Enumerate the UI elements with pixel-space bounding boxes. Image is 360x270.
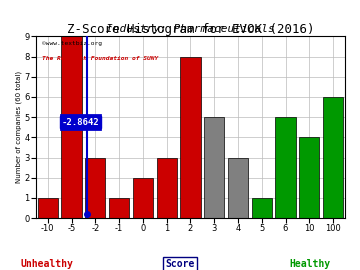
Bar bbox=[38, 198, 58, 218]
Text: Score: Score bbox=[165, 259, 195, 269]
Text: ©www.textbiz.org: ©www.textbiz.org bbox=[42, 41, 102, 46]
Text: Unhealthy: Unhealthy bbox=[21, 259, 73, 269]
Bar bbox=[204, 117, 224, 218]
Bar bbox=[133, 178, 153, 218]
Bar bbox=[228, 157, 248, 218]
Bar bbox=[299, 137, 319, 218]
Text: -2.8642: -2.8642 bbox=[62, 118, 99, 127]
Bar bbox=[323, 97, 343, 218]
Text: The Research Foundation of SUNY: The Research Foundation of SUNY bbox=[42, 56, 158, 61]
Bar bbox=[157, 157, 177, 218]
Bar bbox=[62, 36, 82, 218]
Bar bbox=[109, 198, 129, 218]
Bar bbox=[275, 117, 296, 218]
Bar bbox=[85, 157, 105, 218]
Y-axis label: Number of companies (60 total): Number of companies (60 total) bbox=[15, 71, 22, 183]
Bar bbox=[252, 198, 272, 218]
Text: Healthy: Healthy bbox=[289, 259, 330, 269]
Text: Industry: Pharmaceuticals: Industry: Pharmaceuticals bbox=[106, 24, 275, 34]
Title: Z-Score Histogram for EVOK (2016): Z-Score Histogram for EVOK (2016) bbox=[67, 23, 314, 36]
Bar bbox=[180, 56, 201, 218]
